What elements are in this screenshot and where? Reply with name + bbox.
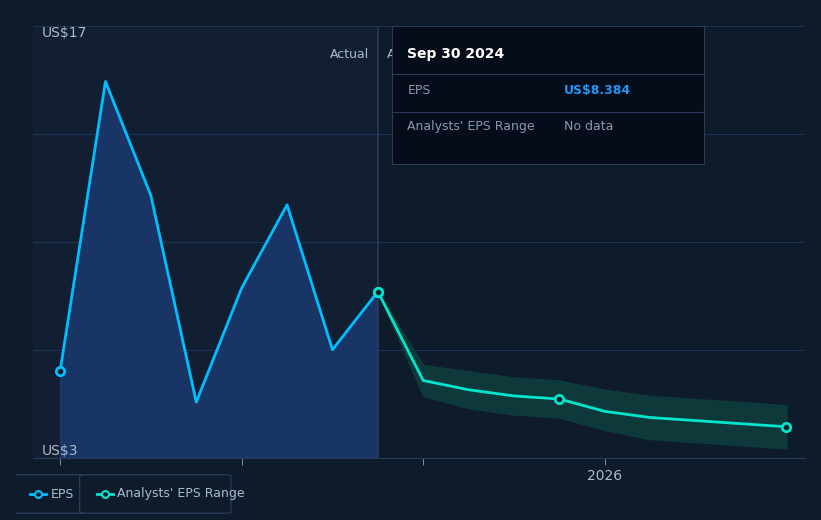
Text: Analysts' EPS Range: Analysts' EPS Range	[117, 488, 245, 500]
Text: US$17: US$17	[42, 26, 87, 40]
Text: US$3: US$3	[42, 444, 79, 458]
FancyBboxPatch shape	[80, 475, 231, 513]
Text: Actual: Actual	[329, 47, 369, 60]
Text: EPS: EPS	[50, 488, 74, 500]
Bar	[378, 26, 805, 458]
Bar	[33, 26, 378, 458]
Text: Analysts Forecasts: Analysts Forecasts	[387, 47, 503, 60]
FancyBboxPatch shape	[11, 475, 91, 513]
